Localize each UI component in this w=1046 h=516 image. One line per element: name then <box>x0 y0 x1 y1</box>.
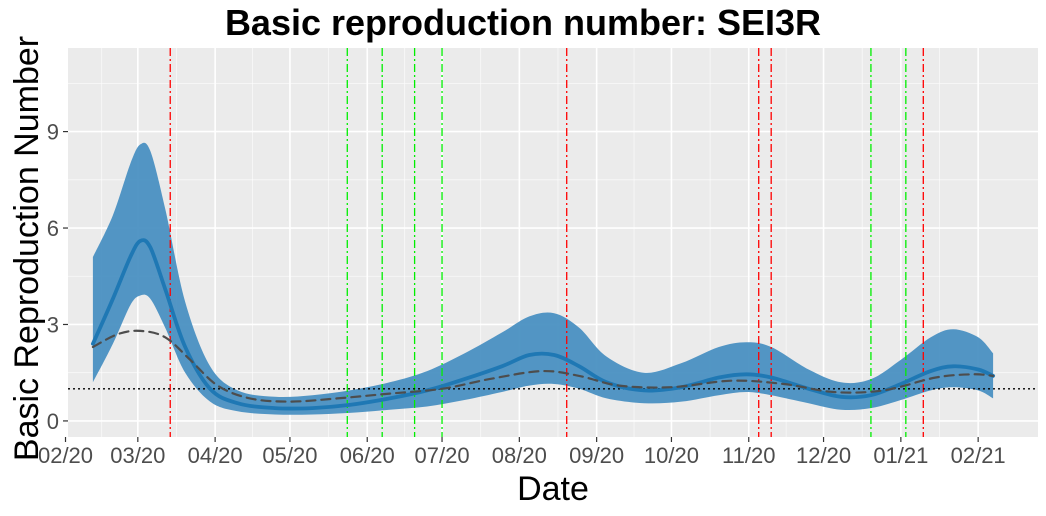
mean-series-line <box>91 238 995 411</box>
x-tick-label: 12/20 <box>796 443 851 468</box>
x-tick-label: 07/20 <box>415 443 470 468</box>
x-tick-label: 05/20 <box>262 443 317 468</box>
x-tick-label: 02/21 <box>951 443 1006 468</box>
x-tick-label: 08/20 <box>492 443 547 468</box>
y-tick-label: 0 <box>47 409 59 434</box>
x-tick-label: 04/20 <box>188 443 243 468</box>
x-tick-label: 01/21 <box>873 443 928 468</box>
x-axis-title: Date <box>517 470 589 508</box>
chart-title: Basic reproduction number: SEI3R <box>224 2 822 43</box>
y-tick-label: 3 <box>47 312 59 337</box>
y-tick-label: 9 <box>47 120 59 145</box>
comparison-series-line <box>91 329 995 403</box>
x-tick-label: 02/20 <box>38 443 93 468</box>
x-tick-label: 03/20 <box>110 443 165 468</box>
x-tick-label: 09/20 <box>569 443 624 468</box>
y-tick-label: 6 <box>47 216 59 241</box>
x-tick-label: 06/20 <box>340 443 395 468</box>
x-tick-label: 11/20 <box>722 443 775 468</box>
credible-band <box>92 142 994 415</box>
y-axis-title: Basic Reproduction Number <box>8 36 46 461</box>
x-tick-label: 10/20 <box>644 443 699 468</box>
